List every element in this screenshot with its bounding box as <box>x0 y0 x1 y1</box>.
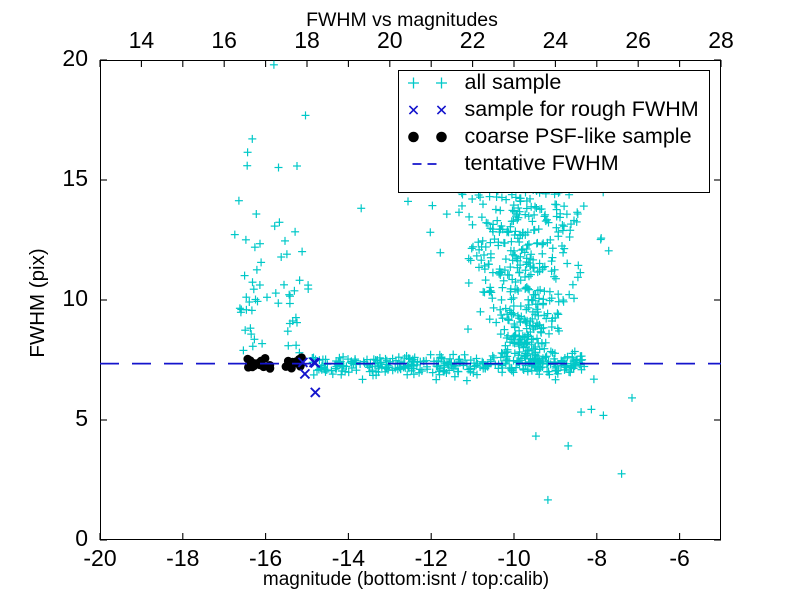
svg-text:coarse PSF-like sample: coarse PSF-like sample <box>465 124 692 148</box>
svg-text:15: 15 <box>62 165 88 191</box>
svg-text:-18: -18 <box>166 545 199 571</box>
svg-text:tentative FWHM: tentative FWHM <box>465 151 619 175</box>
svg-text:FWHM vs magnitudes: FWHM vs magnitudes <box>306 9 498 31</box>
svg-text:26: 26 <box>625 27 651 53</box>
svg-text:FWHM (pix): FWHM (pix) <box>26 248 49 357</box>
svg-text:magnitude (bottom:isnt / top:c: magnitude (bottom:isnt / top:calib) <box>263 569 549 590</box>
svg-text:28: 28 <box>708 27 734 53</box>
svg-text:-12: -12 <box>415 545 448 571</box>
svg-text:5: 5 <box>75 405 88 431</box>
svg-text:all sample: all sample <box>465 70 562 94</box>
svg-text:14: 14 <box>129 27 155 53</box>
svg-text:sample for rough FWHM: sample for rough FWHM <box>465 97 699 121</box>
svg-text:-10: -10 <box>497 545 530 571</box>
svg-text:20: 20 <box>62 45 88 71</box>
svg-text:24: 24 <box>543 27 569 53</box>
svg-text:16: 16 <box>211 27 237 53</box>
svg-text:10: 10 <box>62 285 88 311</box>
svg-text:-14: -14 <box>332 545 365 571</box>
svg-text:-8: -8 <box>587 545 607 571</box>
svg-text:0: 0 <box>75 525 88 551</box>
svg-text:-6: -6 <box>669 545 689 571</box>
svg-text:-16: -16 <box>249 545 282 571</box>
svg-text:-20: -20 <box>83 545 116 571</box>
